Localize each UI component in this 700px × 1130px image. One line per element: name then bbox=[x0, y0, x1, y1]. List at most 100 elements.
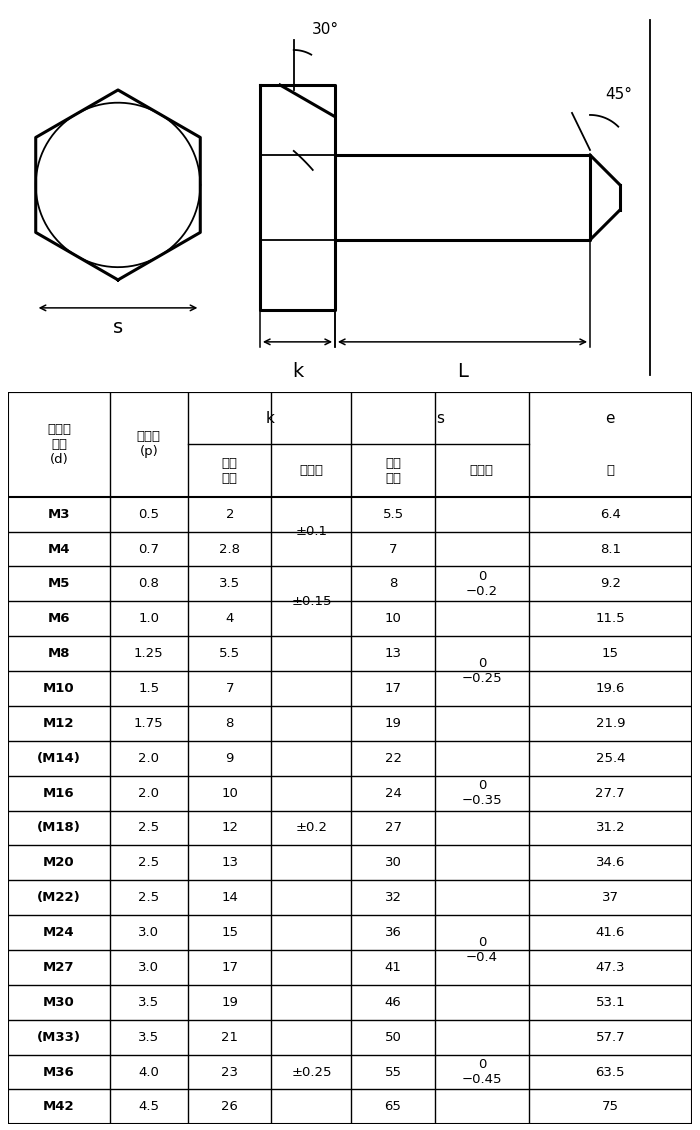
Text: 9: 9 bbox=[225, 751, 234, 765]
Text: M4: M4 bbox=[48, 542, 70, 556]
Text: (M22): (M22) bbox=[37, 892, 80, 904]
Text: 17: 17 bbox=[221, 960, 238, 974]
Text: M30: M30 bbox=[43, 996, 75, 1009]
Text: e: e bbox=[606, 411, 615, 426]
Text: (M33): (M33) bbox=[37, 1031, 81, 1044]
Text: 30: 30 bbox=[384, 857, 402, 869]
Text: s: s bbox=[113, 319, 123, 338]
Text: M5: M5 bbox=[48, 577, 70, 590]
Text: 17: 17 bbox=[384, 683, 402, 695]
Text: 5.5: 5.5 bbox=[219, 647, 240, 660]
Text: 0.8: 0.8 bbox=[139, 577, 159, 590]
Text: (M14): (M14) bbox=[37, 751, 81, 765]
Text: 4.0: 4.0 bbox=[139, 1066, 159, 1078]
Text: M6: M6 bbox=[48, 612, 70, 625]
Text: 3.5: 3.5 bbox=[138, 1031, 160, 1044]
Text: 34.6: 34.6 bbox=[596, 857, 625, 869]
Text: 24: 24 bbox=[384, 786, 402, 800]
Text: 7: 7 bbox=[389, 542, 398, 556]
Text: k: k bbox=[265, 411, 274, 426]
Text: 2: 2 bbox=[225, 507, 234, 521]
Text: 8: 8 bbox=[389, 577, 397, 590]
Text: ねじの
呼び
(d): ねじの 呼び (d) bbox=[47, 423, 71, 466]
Text: ±0.2: ±0.2 bbox=[295, 822, 328, 834]
Text: 19: 19 bbox=[221, 996, 238, 1009]
Text: 約: 約 bbox=[606, 464, 615, 477]
Text: 46: 46 bbox=[385, 996, 401, 1009]
Text: 13: 13 bbox=[384, 647, 402, 660]
Text: 2.5: 2.5 bbox=[138, 892, 160, 904]
Text: k: k bbox=[292, 362, 303, 381]
Text: 30°: 30° bbox=[312, 23, 339, 37]
Text: (M18): (M18) bbox=[37, 822, 81, 834]
Text: 65: 65 bbox=[384, 1101, 402, 1113]
Text: 10: 10 bbox=[221, 786, 238, 800]
Text: 0
−0.25: 0 −0.25 bbox=[461, 657, 502, 685]
Text: 1.25: 1.25 bbox=[134, 647, 164, 660]
Text: 8: 8 bbox=[225, 716, 234, 730]
Text: M20: M20 bbox=[43, 857, 75, 869]
Text: 21: 21 bbox=[221, 1031, 238, 1044]
Text: 55: 55 bbox=[384, 1066, 402, 1078]
Text: M8: M8 bbox=[48, 647, 70, 660]
Text: 41: 41 bbox=[384, 960, 402, 974]
Text: M12: M12 bbox=[43, 716, 75, 730]
Text: 4.5: 4.5 bbox=[139, 1101, 160, 1113]
Text: M27: M27 bbox=[43, 960, 75, 974]
Text: 基準
寸法: 基準 寸法 bbox=[222, 457, 238, 485]
Text: 3.5: 3.5 bbox=[138, 996, 160, 1009]
Text: 5.5: 5.5 bbox=[382, 507, 404, 521]
Text: 基準
寸法: 基準 寸法 bbox=[385, 457, 401, 485]
Text: ±0.25: ±0.25 bbox=[291, 1066, 332, 1078]
Text: 15: 15 bbox=[221, 927, 238, 939]
Text: 1.5: 1.5 bbox=[138, 683, 160, 695]
Text: 2.5: 2.5 bbox=[138, 822, 160, 834]
Text: 22: 22 bbox=[384, 751, 402, 765]
Text: M42: M42 bbox=[43, 1101, 75, 1113]
Text: 41.6: 41.6 bbox=[596, 927, 625, 939]
Text: 許容差: 許容差 bbox=[470, 464, 494, 477]
Text: 0.5: 0.5 bbox=[139, 507, 160, 521]
Text: 0.7: 0.7 bbox=[139, 542, 160, 556]
Text: 3.5: 3.5 bbox=[219, 577, 240, 590]
Text: 許容差: 許容差 bbox=[300, 464, 323, 477]
Text: L: L bbox=[457, 362, 468, 381]
Text: 63.5: 63.5 bbox=[596, 1066, 625, 1078]
Text: 57.7: 57.7 bbox=[596, 1031, 625, 1044]
Text: 15: 15 bbox=[602, 647, 619, 660]
Text: 27.7: 27.7 bbox=[596, 786, 625, 800]
Text: M10: M10 bbox=[43, 683, 75, 695]
Text: 36: 36 bbox=[384, 927, 402, 939]
Text: 25.4: 25.4 bbox=[596, 751, 625, 765]
Text: ±0.1: ±0.1 bbox=[295, 525, 328, 538]
Text: s: s bbox=[436, 411, 445, 426]
Text: 3.0: 3.0 bbox=[139, 960, 160, 974]
Text: 45°: 45° bbox=[605, 87, 632, 103]
Text: ±0.15: ±0.15 bbox=[291, 594, 332, 608]
Text: 53.1: 53.1 bbox=[596, 996, 625, 1009]
Text: 31.2: 31.2 bbox=[596, 822, 625, 834]
Text: 13: 13 bbox=[221, 857, 238, 869]
Text: 19: 19 bbox=[384, 716, 402, 730]
Text: 2.5: 2.5 bbox=[138, 857, 160, 869]
Text: M16: M16 bbox=[43, 786, 75, 800]
Text: 6.4: 6.4 bbox=[600, 507, 621, 521]
Text: M24: M24 bbox=[43, 927, 75, 939]
Text: 21.9: 21.9 bbox=[596, 716, 625, 730]
Text: 3.0: 3.0 bbox=[139, 927, 160, 939]
Text: 2.0: 2.0 bbox=[139, 786, 160, 800]
Text: 1.75: 1.75 bbox=[134, 716, 164, 730]
Text: 2.0: 2.0 bbox=[139, 751, 160, 765]
Text: 32: 32 bbox=[384, 892, 402, 904]
Text: 0
−0.45: 0 −0.45 bbox=[461, 1058, 502, 1086]
Text: 0
−0.2: 0 −0.2 bbox=[466, 570, 498, 598]
Text: 14: 14 bbox=[221, 892, 238, 904]
Text: 12: 12 bbox=[221, 822, 238, 834]
Text: 7: 7 bbox=[225, 683, 234, 695]
Text: M36: M36 bbox=[43, 1066, 75, 1078]
Text: 23: 23 bbox=[221, 1066, 238, 1078]
Text: M3: M3 bbox=[48, 507, 70, 521]
Text: 37: 37 bbox=[602, 892, 619, 904]
Text: 0
−0.4: 0 −0.4 bbox=[466, 936, 498, 964]
Text: 2.8: 2.8 bbox=[219, 542, 240, 556]
